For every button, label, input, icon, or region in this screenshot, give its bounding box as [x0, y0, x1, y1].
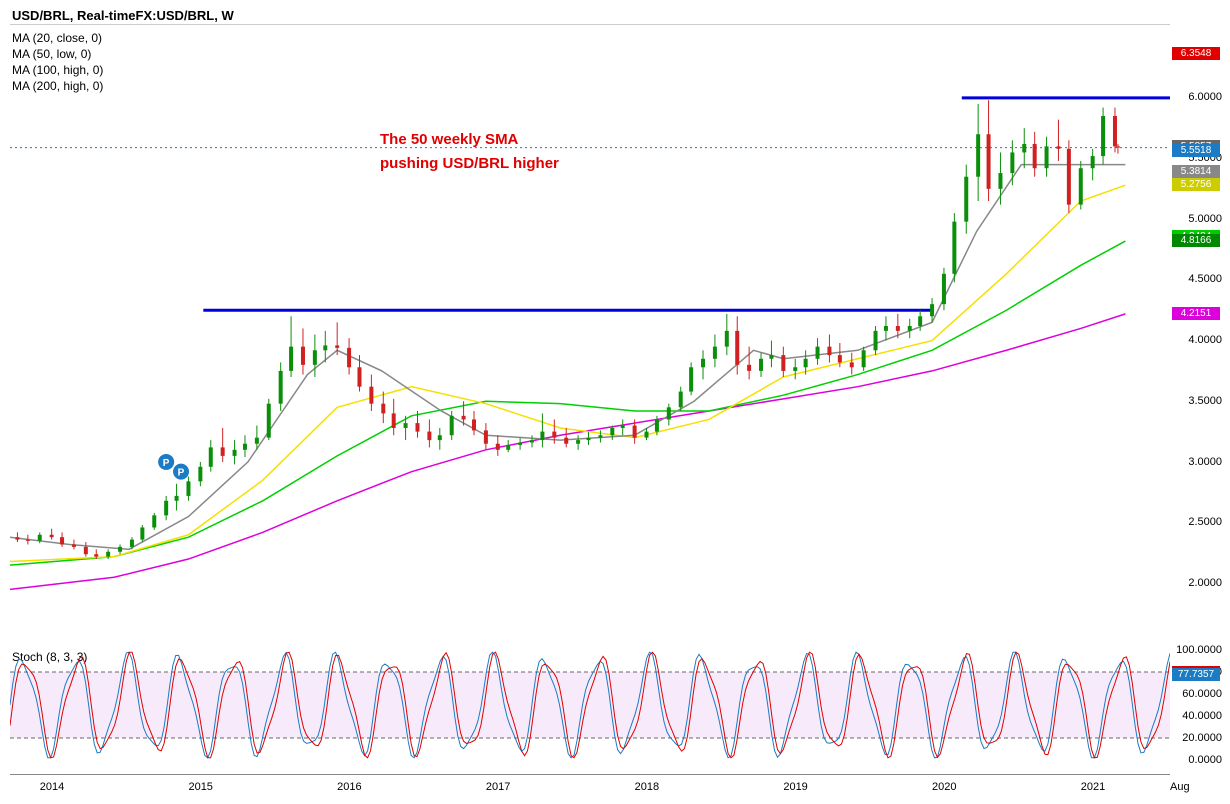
annotation-line-2: pushing USD/BRL higher [380, 152, 559, 176]
stoch-y-tick: 60.0000 [1166, 688, 1222, 700]
x-tick-label: 2021 [1081, 781, 1105, 793]
stoch-y-tick: 100.0000 [1166, 644, 1222, 656]
y-tick-label: 5.0000 [1166, 213, 1222, 225]
svg-text:P: P [163, 458, 170, 469]
stoch-badge: 77.7357 [1172, 668, 1220, 681]
x-tick-label: 2014 [40, 781, 64, 793]
y-tick-label: 2.0000 [1166, 577, 1222, 589]
stoch-chart[interactable] [10, 650, 1170, 760]
price-badge: 6.3548 [1172, 47, 1220, 60]
price-y-axis: 2.0000 2.5000 3.0000 3.5000 4.0000 4.5000 5.00… [1166, 24, 1222, 644]
x-tick-label: 2015 [188, 781, 212, 793]
x-tick-label: Aug [1170, 781, 1190, 793]
stoch-y-axis: 0.000020.000040.000060.000080.0000100.00… [1166, 650, 1222, 760]
stoch-y-tick: 0.0000 [1166, 754, 1222, 766]
chart-title: USD/BRL, Real-timeFX:USD/BRL, W [12, 8, 234, 23]
chart-container: USD/BRL, Real-timeFX:USD/BRL, W MA (20, … [0, 0, 1230, 804]
y-tick-label: 6.0000 [1166, 91, 1222, 103]
x-tick-label: 2018 [635, 781, 659, 793]
y-tick-label: 2.5000 [1166, 516, 1222, 528]
price-badge: 4.8166 [1172, 234, 1220, 247]
y-tick-label: 3.0000 [1166, 456, 1222, 468]
y-tick-label: 3.5000 [1166, 395, 1222, 407]
x-tick-label: 2016 [337, 781, 361, 793]
price-badge: 5.2756 [1172, 178, 1220, 191]
x-tick-label: 2017 [486, 781, 510, 793]
annotation-line-1: The 50 weekly SMA [380, 128, 559, 152]
price-badge: 5.3814 [1172, 165, 1220, 178]
x-tick-label: 2019 [783, 781, 807, 793]
y-tick-label: 4.0000 [1166, 334, 1222, 346]
time-x-axis: 20142015201620172018201920202021Aug [10, 774, 1170, 804]
y-tick-label: 4.5000 [1166, 273, 1222, 285]
chart-annotation: The 50 weekly SMA pushing USD/BRL higher [380, 128, 559, 176]
stoch-y-tick: 20.0000 [1166, 732, 1222, 744]
price-badge: 4.2151 [1172, 307, 1220, 320]
price-badge: 5.5518 [1172, 144, 1220, 157]
stoch-y-tick: 40.0000 [1166, 710, 1222, 722]
svg-text:P: P [178, 468, 185, 479]
x-tick-label: 2020 [932, 781, 956, 793]
price-chart[interactable]: PP [10, 24, 1170, 644]
